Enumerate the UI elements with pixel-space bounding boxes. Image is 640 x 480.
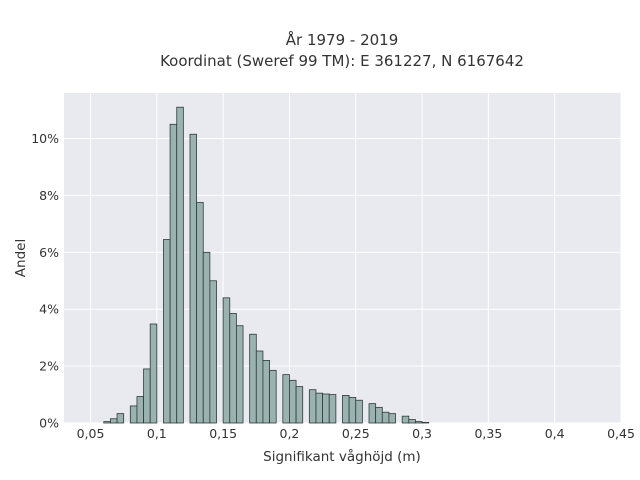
x-tick-label: 0,2 — [280, 426, 300, 441]
histogram-bar — [189, 133, 198, 424]
x-tick-label: 0,05 — [77, 426, 105, 441]
y-tick-label: 4% — [39, 302, 59, 317]
histogram-bar — [255, 350, 264, 424]
histogram-bar — [355, 399, 363, 424]
chart-title-line-2: Koordinat (Sweref 99 TM): E 361227, N 61… — [160, 52, 524, 70]
histogram-bar — [163, 239, 171, 424]
histogram-bar — [368, 403, 377, 424]
y-tick-label: 2% — [39, 359, 59, 374]
histogram-bar — [103, 421, 111, 424]
histogram-bar — [169, 123, 178, 424]
y-tick-label: 6% — [39, 245, 59, 260]
chart-title-line-1: År 1979 - 2019 — [286, 30, 399, 49]
histogram-bar — [421, 422, 430, 424]
x-tick-label: 0,3 — [412, 426, 432, 441]
x-tick-label: 0,4 — [545, 426, 565, 441]
histogram-bar — [129, 405, 138, 424]
x-tick-label: 0,35 — [474, 426, 502, 441]
histogram-bar — [322, 393, 330, 424]
histogram-bar — [408, 419, 416, 424]
y-tick-label: 8% — [39, 188, 59, 203]
histogram-bar — [308, 389, 317, 424]
x-axis-label: Signifikant våghöjd (m) — [263, 448, 421, 465]
histogram-bar — [375, 406, 383, 424]
histogram-bar — [116, 413, 125, 424]
histogram-bar — [295, 386, 304, 424]
y-axis-ticks: 0% 2% 4% 6% 8% 10% — [31, 131, 59, 430]
x-axis-ticks: 0,05 0,1 0,15 0,2 0,25 0,3 0,35 0,4 0,45 — [77, 426, 635, 441]
histogram-bar — [143, 368, 151, 424]
histogram-bar — [282, 374, 290, 424]
histogram-bar — [136, 396, 144, 424]
x-tick-label: 0,15 — [209, 426, 237, 441]
histogram-bar — [196, 202, 204, 424]
histogram-bar — [315, 392, 324, 424]
x-tick-label: 0,25 — [342, 426, 370, 441]
histogram-bar — [176, 106, 184, 424]
histogram-bar — [348, 396, 357, 424]
histogram-bar — [222, 297, 231, 424]
histogram-bar — [262, 360, 270, 424]
x-tick-label: 0,45 — [607, 426, 635, 441]
histogram-bar — [236, 325, 244, 424]
histogram-bar — [202, 251, 211, 424]
histogram-bar — [415, 421, 423, 424]
histogram-bar — [289, 379, 297, 424]
histogram-bar — [342, 395, 350, 424]
bar-series — [103, 106, 430, 424]
histogram-bar — [401, 415, 410, 424]
x-tick-label: 0,1 — [147, 426, 167, 441]
histogram-bar — [149, 323, 158, 424]
histogram-bar — [249, 333, 257, 424]
histogram-bar — [209, 280, 217, 424]
y-tick-label: 10% — [31, 131, 59, 146]
histogram-bar — [328, 394, 337, 424]
y-axis-label: Andel — [13, 239, 29, 277]
histogram-bar — [381, 411, 390, 424]
histogram-bar — [269, 369, 277, 424]
histogram-bar — [388, 413, 396, 424]
y-tick-label: 0% — [39, 416, 59, 431]
histogram-bar — [110, 418, 118, 424]
histogram-bar — [229, 313, 237, 424]
